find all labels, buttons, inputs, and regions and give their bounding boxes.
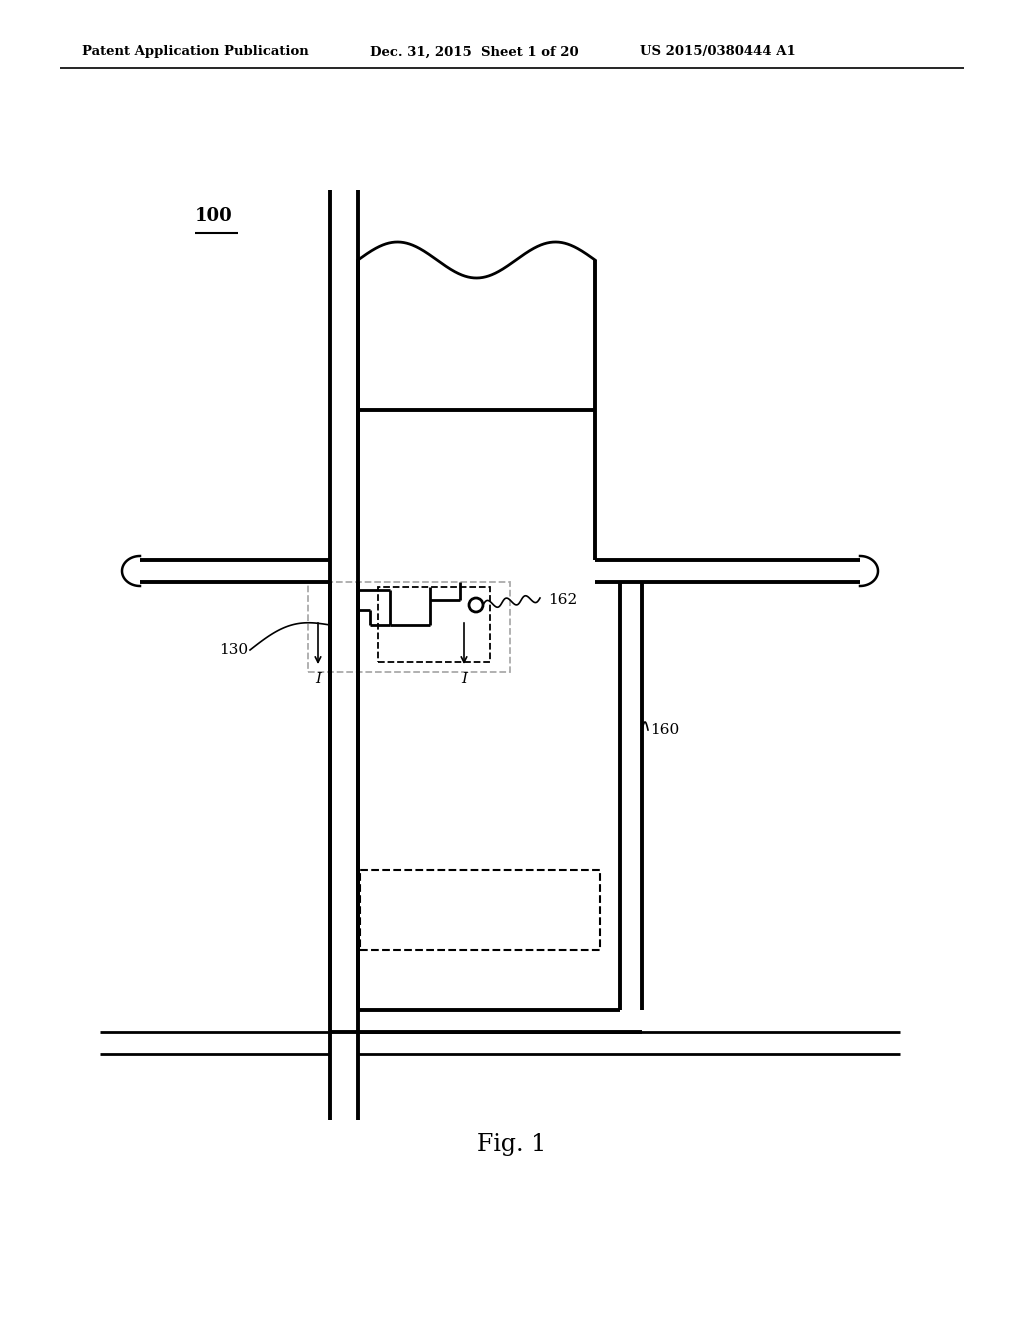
Text: 160: 160: [650, 723, 679, 737]
Bar: [378, 587, 490, 663]
Text: Fig. 1: Fig. 1: [477, 1134, 547, 1156]
Text: Dec. 31, 2015  Sheet 1 of 20: Dec. 31, 2015 Sheet 1 of 20: [370, 45, 579, 58]
Text: 162: 162: [548, 593, 578, 607]
Text: US 2015/0380444 A1: US 2015/0380444 A1: [640, 45, 796, 58]
Bar: [360, 870, 600, 950]
Text: I: I: [315, 672, 321, 686]
Text: Patent Application Publication: Patent Application Publication: [82, 45, 309, 58]
Text: 100: 100: [195, 207, 232, 224]
Bar: [308, 582, 510, 672]
Text: 130: 130: [219, 643, 248, 657]
Text: I: I: [461, 672, 467, 686]
